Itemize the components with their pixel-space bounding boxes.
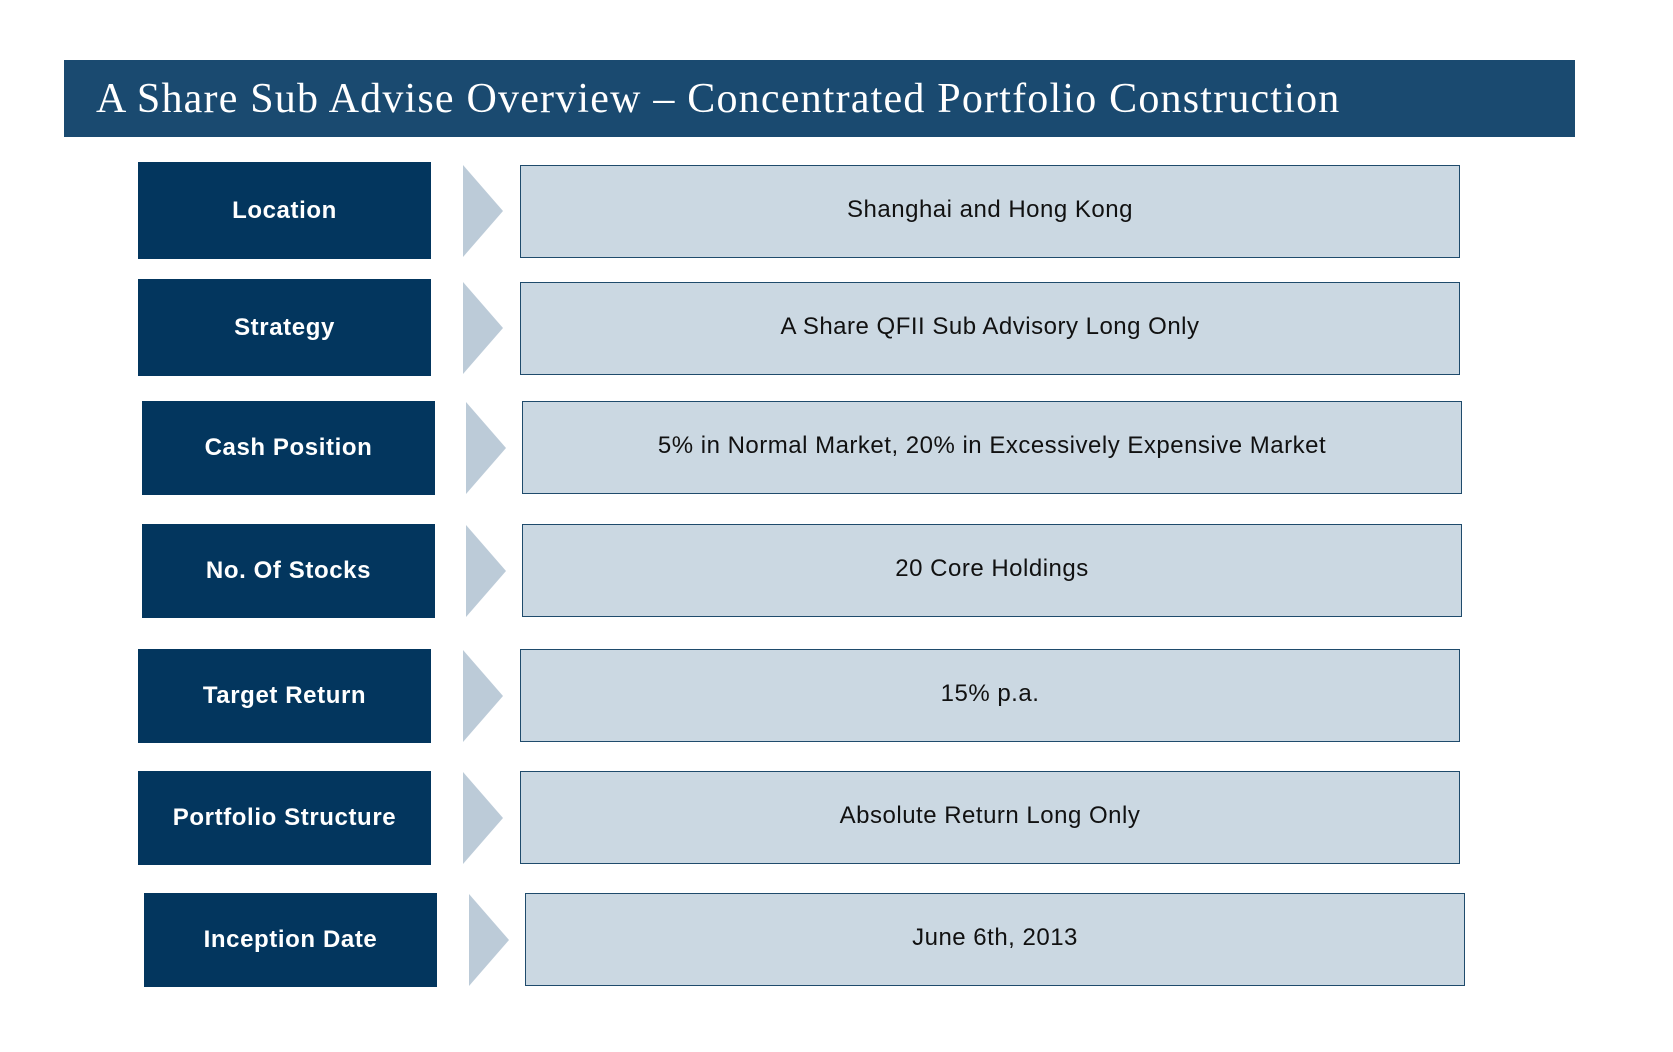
row-label: Location (232, 196, 337, 224)
value-box-no-of-stocks: 20 Core Holdings (522, 524, 1462, 617)
label-box-location: Location (138, 162, 431, 259)
label-box-target-return: Target Return (138, 649, 431, 743)
row-value: Shanghai and Hong Kong (847, 195, 1133, 223)
row-value: 20 Core Holdings (895, 554, 1089, 582)
value-box-location: Shanghai and Hong Kong (520, 165, 1460, 258)
row-label: Cash Position (204, 434, 373, 461)
label-box-portfolio-structure: Portfolio Structure (138, 771, 431, 865)
label-box-inception-date: Inception Date (144, 893, 437, 987)
chevron-right-icon (466, 525, 506, 617)
row-value: 5% in Normal Market, 20% in Excessively … (657, 431, 1327, 459)
chevron-right-icon (463, 165, 503, 257)
value-box-target-return: 15% p.a. (520, 649, 1460, 742)
label-box-strategy: Strategy (138, 279, 431, 376)
chevron-right-icon (463, 650, 503, 742)
row-value: Absolute Return Long Only (839, 801, 1141, 829)
row-label: Portfolio Structure (172, 804, 397, 831)
chevron-right-icon (463, 772, 503, 864)
row-value: 15% p.a. (940, 679, 1040, 707)
row-label: Inception Date (203, 926, 378, 953)
value-box-inception-date: June 6th, 2013 (525, 893, 1465, 986)
chevron-right-icon (466, 402, 506, 494)
row-label: No. Of Stocks (205, 557, 372, 584)
value-box-strategy: A Share QFII Sub Advisory Long Only (520, 282, 1460, 375)
chevron-right-icon (463, 282, 503, 374)
value-box-portfolio-structure: Absolute Return Long Only (520, 771, 1460, 864)
row-label: Strategy (234, 313, 335, 341)
page-title: A Share Sub Advise Overview – Concentrat… (96, 75, 1341, 122)
row-label: Target Return (202, 682, 367, 709)
title-bar: A Share Sub Advise Overview – Concentrat… (64, 60, 1575, 137)
label-box-no-of-stocks: No. Of Stocks (142, 524, 435, 618)
row-value: June 6th, 2013 (912, 923, 1078, 951)
label-box-cash-position: Cash Position (142, 401, 435, 495)
value-box-cash-position: 5% in Normal Market, 20% in Excessively … (522, 401, 1462, 494)
chevron-right-icon (469, 894, 509, 986)
row-value: A Share QFII Sub Advisory Long Only (780, 312, 1200, 340)
